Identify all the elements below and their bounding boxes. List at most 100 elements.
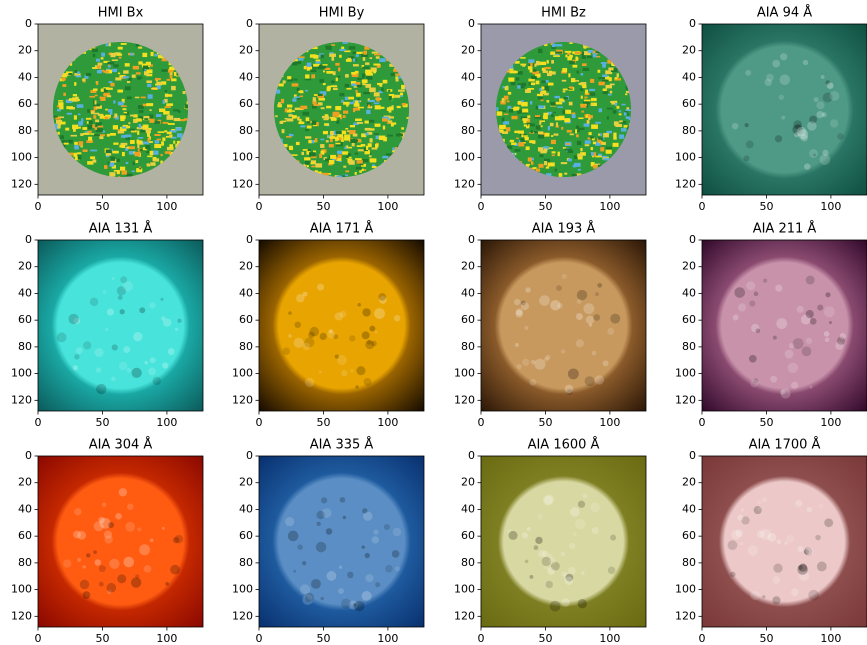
solar-feature (572, 532, 577, 537)
solar-feature (817, 562, 827, 572)
solar-feature (365, 574, 373, 582)
solar-feature (515, 343, 519, 347)
solar-feature (734, 287, 745, 298)
image (38, 24, 203, 195)
solar-feature (362, 508, 367, 513)
y-tick-label: 60 (18, 529, 32, 542)
solar-feature (779, 95, 784, 100)
solar-feature (341, 370, 347, 376)
y-tick-label: 20 (461, 44, 475, 57)
solar-feature (293, 570, 296, 573)
y-tick-label: 40 (682, 286, 696, 299)
x-tick-label: 100 (820, 632, 841, 645)
solar-feature (791, 588, 799, 596)
solar-feature (825, 292, 830, 297)
solar-feature (829, 321, 832, 324)
solar-feature (163, 318, 171, 326)
solar-feature (808, 590, 819, 601)
solar-feature (355, 385, 358, 388)
x-tick-label: 0 (478, 416, 485, 429)
solar-feature (577, 290, 587, 300)
y-tick-label: 80 (239, 124, 253, 137)
x-tick-label: 50 (95, 632, 109, 645)
solar-feature (123, 281, 133, 291)
solar-feature (96, 384, 106, 394)
x-tick-label: 50 (759, 200, 773, 213)
solar-feature (347, 572, 353, 578)
solar-feature (288, 311, 292, 315)
solar-feature (786, 535, 794, 543)
solar-feature (294, 322, 300, 328)
solar-feature (367, 340, 372, 345)
y-tick-label: 80 (461, 556, 475, 569)
panel-title: AIA 94 Å (757, 5, 812, 21)
solar-feature (294, 338, 304, 348)
solar-feature (393, 528, 402, 537)
solar-feature (139, 544, 150, 555)
solar-feature (568, 567, 576, 575)
solar-feature (316, 522, 320, 526)
solar-feature (837, 133, 844, 140)
solar-feature (522, 532, 528, 538)
solar-feature (581, 571, 585, 575)
solar-feature (327, 330, 335, 338)
solar-feature (820, 154, 831, 165)
solar-feature (556, 285, 562, 291)
solar-feature (105, 328, 108, 331)
solar-feature (530, 379, 537, 386)
solar-feature (785, 350, 794, 359)
solar-feature (586, 316, 594, 324)
solar-feature (77, 531, 86, 540)
image-background (259, 240, 424, 411)
solar-feature (806, 276, 815, 285)
solar-feature (803, 60, 808, 65)
y-tick-label: 40 (18, 502, 32, 515)
solar-feature (282, 347, 290, 355)
image (481, 456, 646, 627)
solar-feature (357, 303, 361, 307)
image (259, 24, 424, 195)
solar-feature (802, 346, 812, 356)
solar-feature (362, 545, 365, 548)
solar-feature (525, 287, 530, 292)
solar-feature (148, 367, 156, 375)
solar-feature (112, 277, 115, 280)
solar-feature (809, 149, 818, 158)
y-tick-label: 100 (232, 151, 253, 164)
y-tick-label: 120 (232, 393, 253, 406)
x-tick-label: 0 (699, 200, 706, 213)
solar-feature (162, 362, 168, 368)
y-tick-label: 60 (682, 313, 696, 326)
y-tick-label: 100 (11, 583, 32, 596)
solar-feature (119, 488, 127, 496)
solar-feature (305, 378, 314, 387)
solar-feature (542, 551, 549, 558)
solar-feature (350, 369, 353, 372)
solar-feature (804, 163, 810, 169)
y-tick-label: 60 (682, 97, 696, 110)
image (259, 240, 424, 411)
solar-feature (123, 346, 130, 353)
solar-feature (788, 363, 798, 373)
solar-feature (807, 507, 813, 513)
image (38, 456, 203, 627)
solar-feature (139, 307, 145, 313)
solar-feature (392, 550, 400, 558)
x-tick-label: 100 (599, 416, 620, 429)
image (702, 24, 867, 195)
solar-feature (125, 522, 135, 532)
y-tick-label: 0 (246, 449, 253, 462)
y-tick-label: 80 (682, 124, 696, 137)
solar-feature (830, 119, 838, 127)
solar-feature (362, 308, 370, 316)
solar-feature (749, 300, 755, 306)
image-background (702, 24, 867, 195)
y-tick-label: 0 (689, 449, 696, 462)
solar-feature (509, 531, 518, 540)
y-tick-label: 0 (246, 17, 253, 30)
solar-feature (813, 153, 816, 156)
x-tick-label: 0 (35, 632, 42, 645)
solar-feature (595, 375, 604, 384)
y-tick-label: 40 (239, 286, 253, 299)
solar-feature (809, 386, 812, 389)
